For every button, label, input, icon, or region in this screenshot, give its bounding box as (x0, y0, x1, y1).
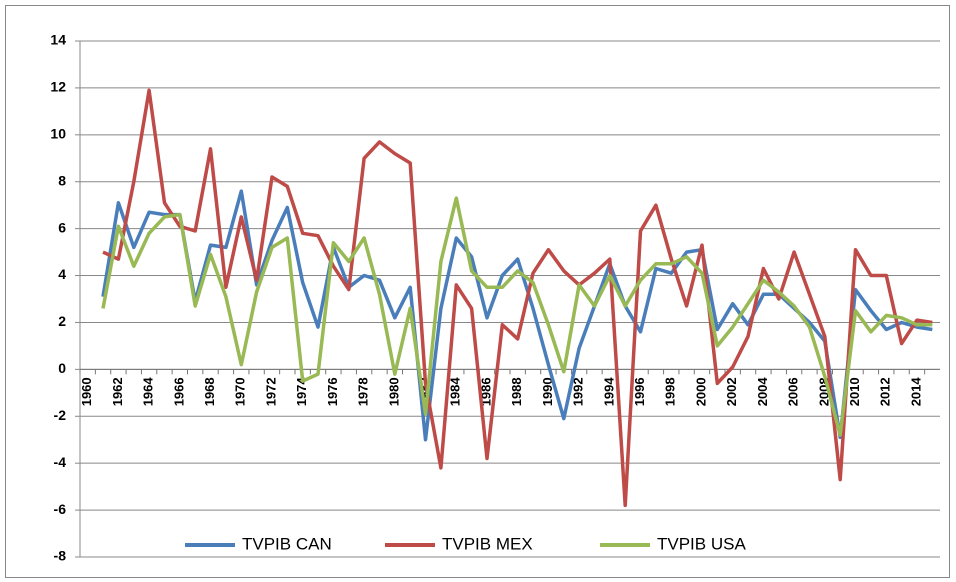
x-tick-label: 1974 (294, 377, 309, 407)
x-tick-label: 1998 (663, 377, 678, 406)
x-tick-label: 1960 (79, 377, 94, 406)
x-tick-label: 1978 (356, 377, 371, 406)
x-tick-label: 2010 (847, 377, 862, 406)
x-tick-label: 1990 (540, 377, 555, 406)
x-tick-label: 1968 (202, 377, 217, 406)
legend-label: TVPIB USA (657, 534, 746, 553)
y-tick-label: 8 (58, 172, 66, 188)
x-tick-label: 1964 (141, 377, 156, 407)
x-tick-label: 1970 (233, 377, 248, 406)
legend-label: TVPIB MEX (442, 534, 533, 553)
series-line (101, 196, 933, 437)
x-tick-label: 1996 (632, 377, 647, 406)
y-tick-label: 2 (58, 313, 66, 329)
x-tick-label: 2006 (786, 377, 801, 406)
y-tick-label: 6 (58, 219, 66, 235)
x-tick-label: 2002 (724, 377, 739, 406)
series-line (102, 88, 933, 508)
y-tick-label: -4 (54, 454, 67, 470)
x-tick-label: 1994 (601, 377, 616, 407)
y-tick-label: 0 (58, 360, 66, 376)
chart-border (5, 5, 950, 578)
x-tick-label: 2012 (878, 377, 893, 406)
y-tick-label: -8 (54, 548, 67, 564)
x-tick-label: 1992 (571, 377, 586, 406)
x-tick-label: 1984 (448, 377, 463, 407)
x-tick-label: 1976 (325, 377, 340, 406)
y-tick-label: 4 (58, 266, 66, 282)
x-tick-label: 1988 (509, 377, 524, 406)
y-tick-label: 12 (50, 79, 66, 95)
x-tick-label: 1966 (171, 377, 186, 406)
x-tick-label: 2000 (693, 377, 708, 406)
x-tick-label: 1972 (263, 377, 278, 406)
y-tick-label: 10 (50, 126, 66, 142)
y-tick-label: -6 (54, 501, 67, 517)
x-tick-label: 2014 (908, 377, 923, 407)
x-tick-label: 1962 (110, 377, 125, 406)
x-tick-label: 2004 (755, 377, 770, 407)
legend-label: TVPIB CAN (242, 534, 332, 553)
x-tick-label: 1980 (386, 377, 401, 406)
y-tick-label: -2 (54, 407, 67, 423)
y-tick-label: 14 (50, 32, 66, 48)
